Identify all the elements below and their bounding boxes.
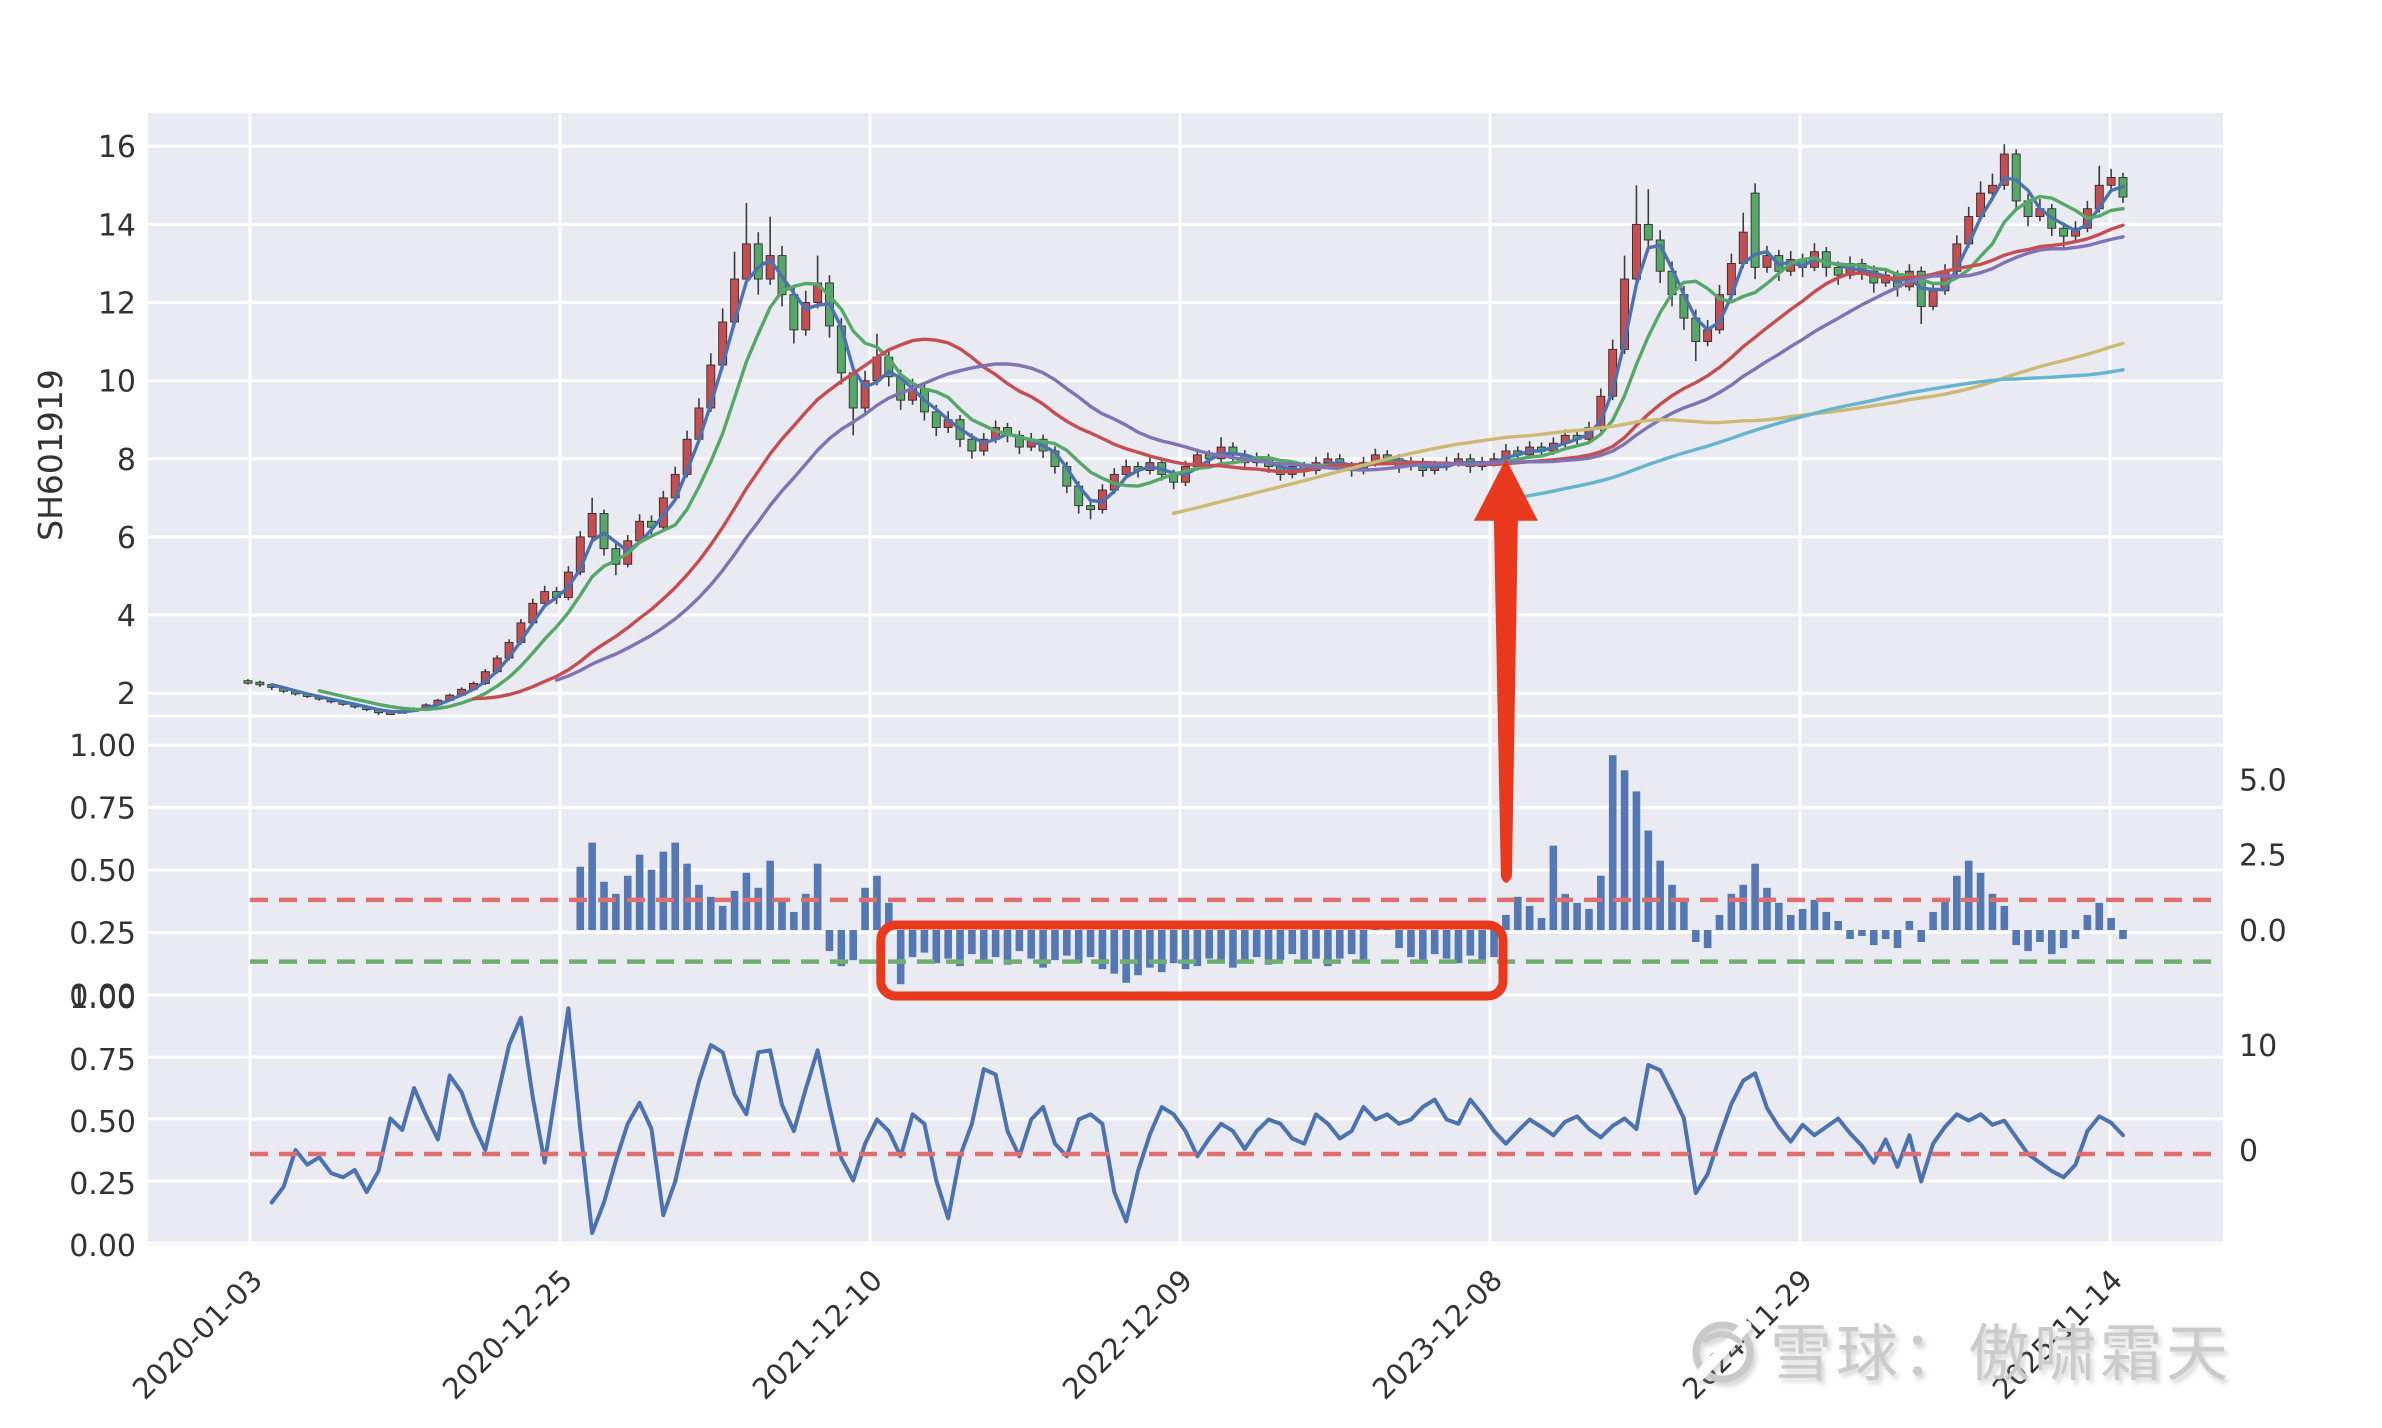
svg-text:0: 0: [2239, 1134, 2258, 1169]
svg-text:0.50: 0.50: [69, 854, 136, 889]
watermark: 雪球：傲啸霜天: [1692, 1317, 2232, 1390]
ma-line-ma-4year: [1504, 368, 2125, 502]
svg-text:2: 2: [117, 677, 136, 712]
svg-text:14: 14: [98, 208, 136, 243]
svg-text:0.25: 0.25: [69, 917, 136, 952]
ma-line-ma-year: [554, 235, 2125, 682]
svg-text:2020-01-03: 2020-01-03: [126, 1263, 269, 1406]
right-axis-tick-labels: 5.0 2.5 0.0 10 0: [2239, 763, 2287, 1169]
svg-text:0.75: 0.75: [69, 792, 136, 827]
svg-text:10: 10: [2239, 1029, 2277, 1064]
xueqiu-snowball-logo-icon: [1692, 1320, 1754, 1383]
svg-text:0.00: 0.00: [69, 979, 136, 1014]
watermark-text: 雪球：傲啸霜天: [1770, 1317, 2232, 1390]
svg-text:0.25: 0.25: [69, 1167, 136, 1202]
chart-layers: 1614121086421.000.750.500.250.001.000.75…: [69, 113, 2287, 1406]
ma-line-ma-medium: [317, 194, 2125, 712]
gridlines: [148, 113, 2223, 1245]
svg-text:0.50: 0.50: [69, 1105, 136, 1140]
svg-text:2023-12-08: 2023-12-08: [1366, 1263, 1509, 1406]
ma-line-ma-3year: [1171, 341, 2125, 515]
svg-text:12: 12: [98, 287, 136, 322]
svg-text:4: 4: [117, 599, 136, 634]
svg-text:6: 6: [117, 521, 136, 556]
svg-text:0.0: 0.0: [2239, 914, 2287, 949]
svg-text:8: 8: [117, 443, 136, 478]
svg-text:16: 16: [98, 130, 136, 165]
threshold-lines: [250, 897, 2217, 964]
highlight-annotations: [876, 458, 1538, 1001]
svg-text:2022-12-09: 2022-12-09: [1056, 1263, 1199, 1406]
svg-text:2020-12-25: 2020-12-25: [436, 1263, 579, 1406]
svg-text:2.5: 2.5: [2239, 839, 2287, 874]
svg-text:1.00: 1.00: [69, 729, 136, 764]
svg-text:5.0: 5.0: [2239, 763, 2287, 798]
y-axis-tick-labels: 1614121086421.000.750.500.250.001.000.75…: [69, 130, 136, 1264]
highlight-arrow: [1473, 458, 1538, 883]
indicator-histogram: [576, 755, 2127, 985]
svg-text:1.00: 1.00: [69, 981, 136, 1016]
price-axis-label: SH601919: [31, 369, 70, 541]
highlight-box: [876, 920, 1508, 1001]
ma-line-ma-long: [471, 223, 2125, 701]
momentum-line: [269, 1006, 2125, 1235]
svg-text:2021-12-10: 2021-12-10: [746, 1263, 889, 1406]
svg-text:0.75: 0.75: [69, 1043, 136, 1078]
svg-text:0.00: 0.00: [69, 1229, 136, 1264]
svg-text:10: 10: [98, 365, 136, 400]
